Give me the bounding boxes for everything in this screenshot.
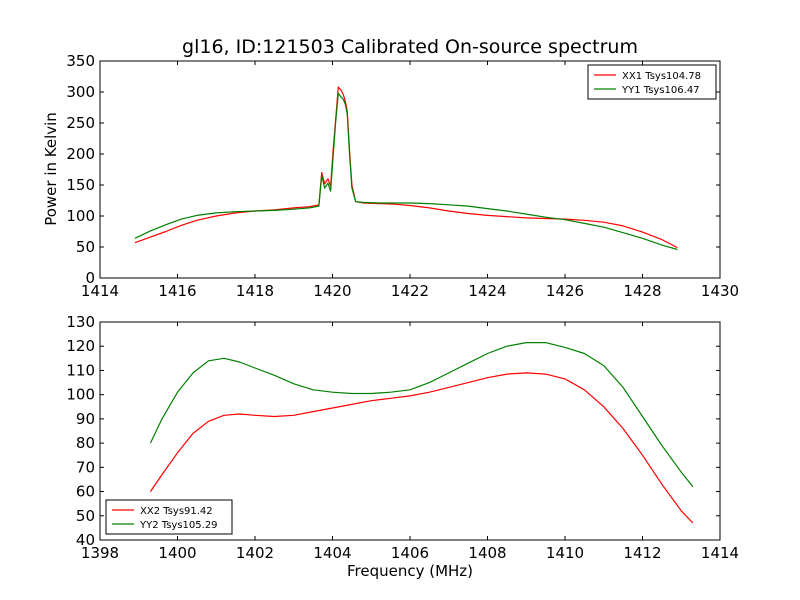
chart-1-y-tick-label-3: 70 xyxy=(76,458,95,476)
chart-0-x-tick-label-5: 1424 xyxy=(468,282,506,300)
chart-0-y-tick-label-3: 150 xyxy=(66,176,95,194)
chart-0-x-tick-label-3: 1420 xyxy=(313,282,351,300)
chart-0-legend-label-1: YY1 Tsys106.47 xyxy=(621,85,700,96)
chart-1-y-tick-label-1: 50 xyxy=(76,507,95,525)
chart-1-y-tick-label-9: 130 xyxy=(66,313,95,331)
chart-1-x-tick-label-0: 1398 xyxy=(81,544,119,562)
chart-1-y-tick-label-4: 80 xyxy=(76,434,95,452)
chart-0-y-tick-label-6: 300 xyxy=(66,83,95,101)
chart-0-series-line-1 xyxy=(134,92,678,251)
chart-1-x-tick-label-8: 1414 xyxy=(701,544,739,562)
chart-1-x-tick-label-6: 1410 xyxy=(546,544,584,562)
chart-1-x-tick-label-4: 1406 xyxy=(391,544,429,562)
chart-0-legend-label-0: XX1 Tsys104.78 xyxy=(622,71,701,82)
chart-0-y-tick-label-1: 50 xyxy=(76,238,95,256)
chart-0-y-tick-label-5: 250 xyxy=(66,114,95,132)
chart-0-x-tick-label-8: 1430 xyxy=(701,282,739,300)
chart-1-x-tick-label-7: 1412 xyxy=(623,544,661,562)
top-chart-title: gl16, ID:121503 Calibrated On-source spe… xyxy=(182,36,638,58)
chart-1-x-tick-label-3: 1404 xyxy=(313,544,351,562)
chart-1-series-line-0 xyxy=(149,372,694,524)
chart-0-y-tick-label-7: 350 xyxy=(66,52,95,70)
chart-0-y-tick-label-4: 200 xyxy=(66,145,95,163)
chart-0-x-tick-label-1: 1416 xyxy=(158,282,196,300)
chart-0-x-tick-label-6: 1426 xyxy=(546,282,584,300)
chart-1-x-tick-label-5: 1408 xyxy=(468,544,506,562)
chart-1-legend-label-0: XX2 Tsys91.42 xyxy=(140,506,213,517)
chart-0-x-tick-label-0: 1414 xyxy=(81,282,119,300)
chart-0-legend: XX1 Tsys104.78 YY1 Tsys106.47 xyxy=(587,64,717,100)
chart-1-series-line-1 xyxy=(149,342,694,488)
chart-0-x-tick-label-4: 1422 xyxy=(391,282,429,300)
chart-0-y-tick-label-2: 100 xyxy=(66,207,95,225)
chart-1-y-tick-label-0: 40 xyxy=(76,531,95,549)
chart-1-x-tick-label-2: 1402 xyxy=(236,544,274,562)
chart-1-legend-label-1: YY2 Tsys105.29 xyxy=(139,520,218,531)
chart-0-legend-box xyxy=(587,64,717,100)
top-chart: 1414 1416 1418 1420 1422 1424 1426 1428 1430 0 50 1… xyxy=(66,52,739,300)
chart-1-legend-box xyxy=(105,499,233,535)
chart-1-y-tick-label-7: 110 xyxy=(66,361,95,379)
chart-1-x-tick-label-1: 1400 xyxy=(158,544,196,562)
chart-0-x-tick-label-7: 1428 xyxy=(623,282,661,300)
chart-0-x-tick-label-2: 1418 xyxy=(236,282,274,300)
chart-1-y-tick-label-2: 60 xyxy=(76,483,95,501)
chart-0-y-tick-label-0: 0 xyxy=(85,269,95,287)
chart-1-y-tick-label-5: 90 xyxy=(76,410,95,428)
chart-1-y-tick-label-8: 120 xyxy=(66,337,95,355)
chart-1-y-tick-label-6: 100 xyxy=(66,386,95,404)
chart-1-legend: XX2 Tsys91.42 YY2 Tsys105.29 xyxy=(105,499,233,535)
top-chart-y-axis-label: Power in Kelvin xyxy=(42,112,60,226)
bottom-chart: 1398 1400 1402 1404 1406 1408 1410 1412 1414 40 50… xyxy=(66,313,739,562)
bottom-chart-x-axis-label: Frequency (MHz) xyxy=(347,562,473,580)
